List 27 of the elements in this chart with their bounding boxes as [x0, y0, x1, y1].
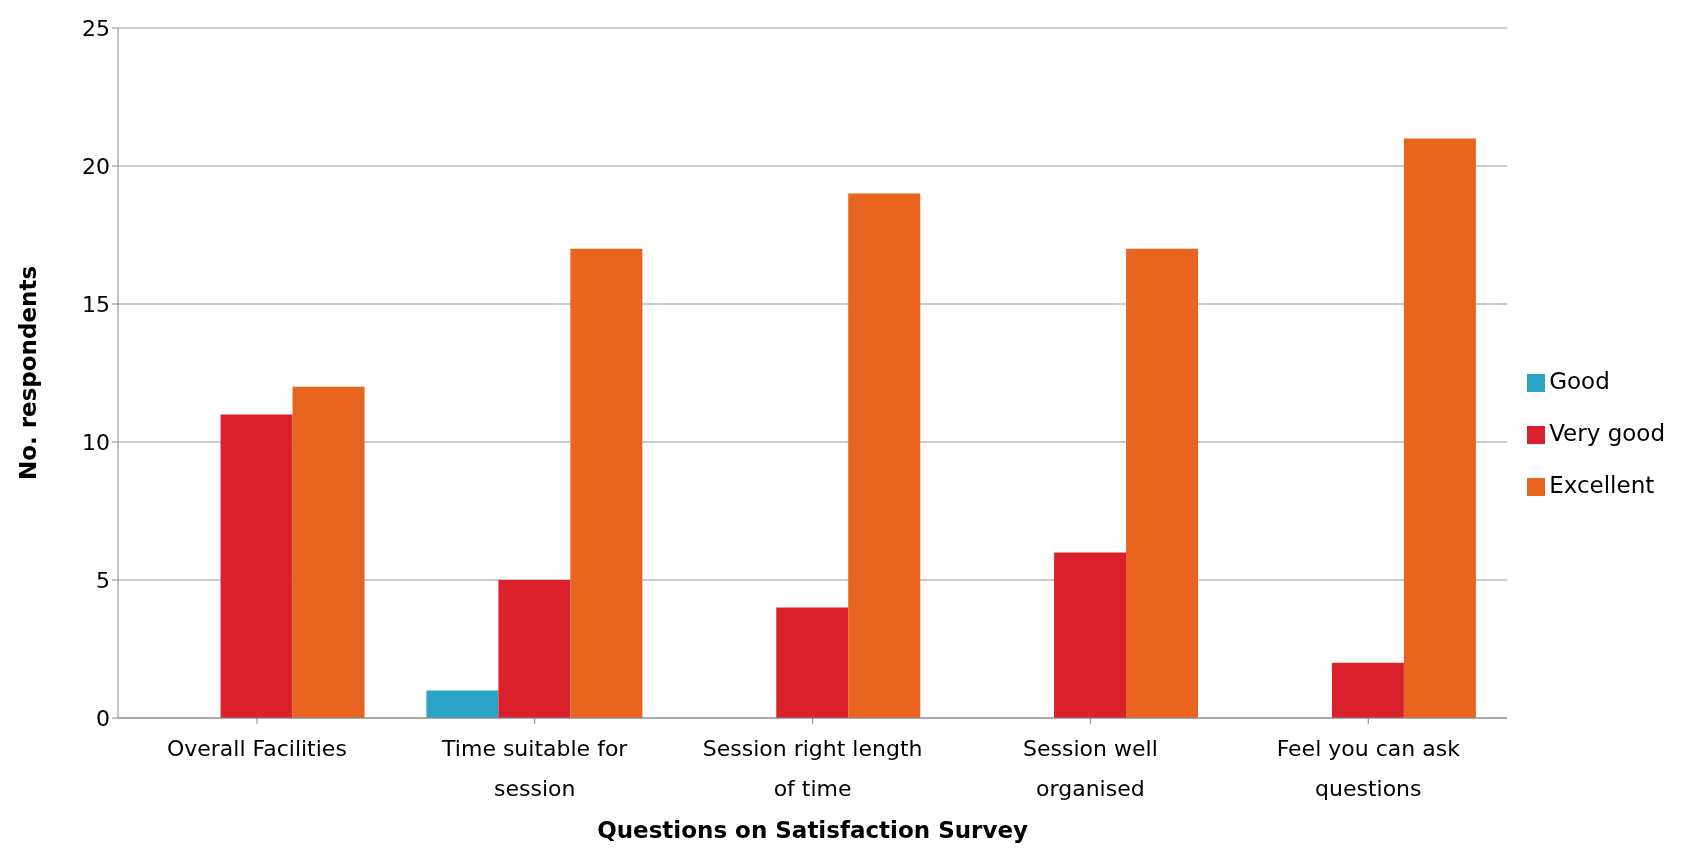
y-tick-label: 0 [96, 705, 110, 731]
x-tick-label: Feel you can ask questions [1276, 736, 1461, 801]
legend-label: Excellent [1549, 472, 1655, 498]
x-tick-label: Session right length of time [702, 736, 923, 801]
bar [1054, 552, 1127, 718]
y-tick-label: 20 [82, 153, 110, 179]
bar [848, 193, 921, 718]
bar [220, 414, 293, 718]
legend-label: Very good [1549, 420, 1665, 446]
y-tick-label: 15 [82, 291, 110, 317]
bar [570, 248, 643, 718]
bar [292, 386, 365, 718]
bar [776, 607, 849, 718]
x-tick-label: Overall Facilities [166, 736, 347, 761]
x-axis-title: Questions on Satisfaction Survey [597, 817, 1029, 843]
x-tick-label: Session well organised [1023, 736, 1158, 801]
y-axis-title: No. respondents [15, 265, 42, 481]
y-tick-label: 10 [82, 429, 110, 455]
bar [1331, 662, 1404, 718]
bar [1403, 138, 1476, 718]
legend-label: Good [1549, 368, 1610, 394]
bar [498, 580, 571, 718]
bar [426, 690, 499, 718]
x-tick-label: Time suitable for session [441, 736, 629, 801]
bar [1126, 248, 1199, 718]
y-tick-label: 25 [82, 15, 110, 41]
y-tick-label: 5 [96, 567, 110, 593]
